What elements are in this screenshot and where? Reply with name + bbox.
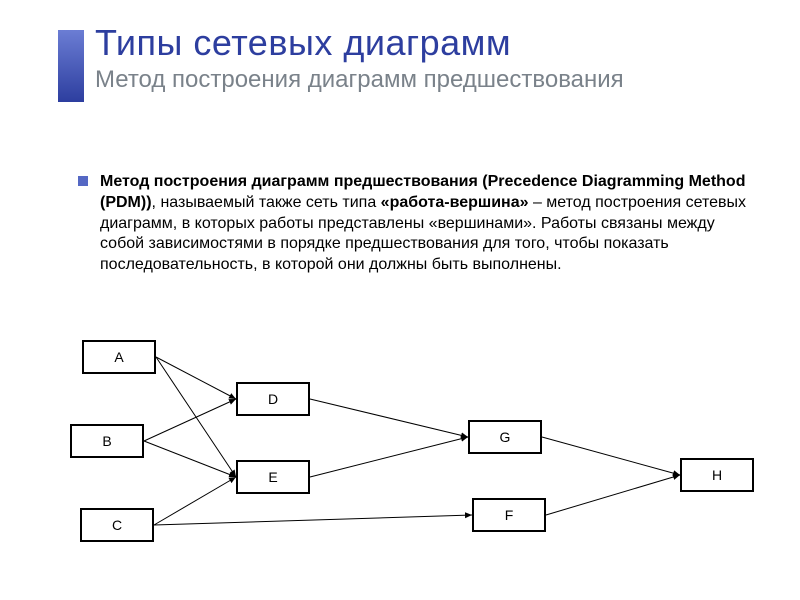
node-b: B: [70, 424, 144, 458]
body-text-1: , называемый также сеть типа: [152, 194, 381, 211]
node-a: A: [82, 340, 156, 374]
bullet-icon: [78, 176, 88, 186]
title-main: Типы сетевых диаграмм: [95, 22, 745, 64]
edge-g-h: [542, 437, 680, 475]
body-bold-2: «работа-вершина»: [381, 194, 529, 211]
node-h: H: [680, 458, 754, 492]
diagram-edges: [70, 340, 770, 590]
title-block: Типы сетевых диаграмм Метод построения д…: [95, 22, 745, 95]
edge-c-e: [154, 477, 236, 525]
node-f: F: [472, 498, 546, 532]
edge-b-e: [144, 441, 236, 477]
node-d: D: [236, 382, 310, 416]
edge-f-h: [546, 475, 680, 515]
accent-bar-top: [58, 30, 84, 102]
edge-e-g: [310, 437, 468, 477]
edge-a-d: [156, 357, 236, 399]
title-sub: Метод построения диаграмм предшествовани…: [95, 66, 745, 95]
body-paragraph: Метод построения диаграмм предшествовани…: [100, 172, 750, 276]
node-e: E: [236, 460, 310, 494]
node-c: C: [80, 508, 154, 542]
precedence-diagram: A B C D E G F H: [70, 340, 770, 590]
node-g: G: [468, 420, 542, 454]
edge-c-f: [154, 515, 472, 525]
edge-b-d: [144, 399, 236, 441]
edge-d-g: [310, 399, 468, 437]
